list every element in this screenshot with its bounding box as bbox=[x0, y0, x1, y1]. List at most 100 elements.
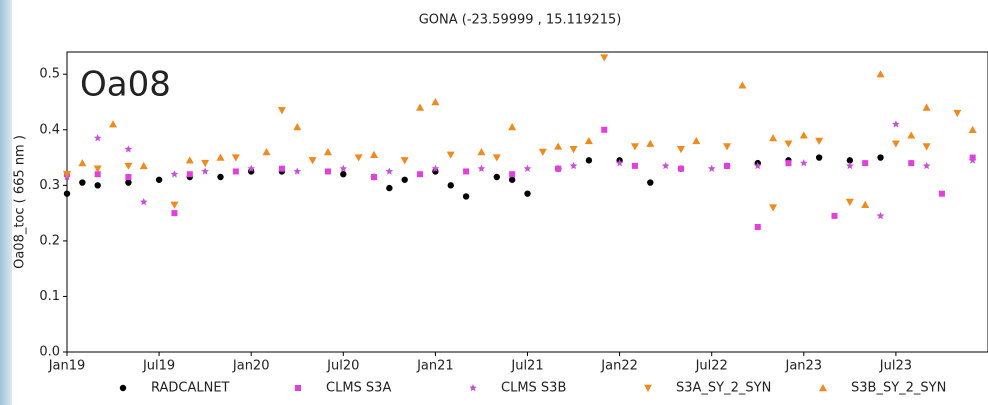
point bbox=[232, 154, 240, 161]
point bbox=[570, 162, 578, 169]
point bbox=[908, 160, 914, 166]
point bbox=[800, 131, 808, 138]
point bbox=[64, 190, 70, 196]
point bbox=[293, 123, 301, 130]
legend-marker bbox=[644, 385, 652, 392]
point bbox=[601, 127, 607, 133]
point bbox=[293, 167, 301, 174]
point bbox=[692, 137, 700, 144]
point bbox=[600, 54, 608, 61]
point bbox=[170, 202, 178, 209]
annotation: Oa08 bbox=[80, 65, 171, 105]
point bbox=[371, 174, 377, 180]
point bbox=[186, 156, 194, 163]
point bbox=[79, 179, 85, 185]
chart-title: GONA (-23.59999 , 15.119215) bbox=[419, 13, 622, 28]
x-tick-label: Jan23 bbox=[785, 359, 823, 374]
legend-label: S3B_SY_2_SYN bbox=[851, 381, 946, 396]
point bbox=[125, 145, 133, 152]
point bbox=[448, 182, 454, 188]
point bbox=[140, 198, 148, 205]
legend-marker bbox=[295, 385, 301, 391]
point bbox=[370, 151, 378, 158]
point bbox=[78, 159, 86, 166]
point bbox=[233, 168, 239, 174]
point bbox=[477, 148, 485, 155]
point bbox=[647, 179, 653, 185]
point bbox=[539, 149, 547, 156]
point bbox=[800, 159, 808, 166]
point bbox=[907, 131, 915, 138]
point bbox=[187, 171, 193, 177]
point bbox=[785, 160, 791, 166]
point bbox=[769, 204, 777, 211]
point bbox=[402, 177, 408, 183]
point bbox=[278, 107, 286, 114]
point bbox=[723, 143, 731, 150]
background-strip bbox=[0, 0, 12, 405]
point bbox=[217, 174, 223, 180]
point bbox=[217, 154, 225, 161]
point bbox=[923, 162, 931, 169]
point bbox=[738, 81, 746, 88]
point bbox=[939, 191, 945, 197]
x-tick-label: Jan19 bbox=[48, 359, 86, 374]
point bbox=[171, 210, 177, 216]
point bbox=[125, 179, 131, 185]
point bbox=[355, 154, 363, 161]
point bbox=[279, 166, 285, 172]
point bbox=[171, 170, 179, 177]
point bbox=[263, 148, 271, 155]
point bbox=[632, 163, 638, 169]
point bbox=[325, 168, 331, 174]
point bbox=[493, 154, 501, 161]
point bbox=[156, 177, 162, 183]
point bbox=[309, 157, 317, 164]
point bbox=[447, 152, 455, 159]
x-tick-label: Jul19 bbox=[142, 359, 175, 374]
point bbox=[846, 162, 854, 169]
legend-marker bbox=[120, 385, 126, 391]
y-tick-label: 0.0 bbox=[39, 345, 60, 360]
point bbox=[585, 137, 593, 144]
point bbox=[416, 104, 424, 111]
point bbox=[340, 171, 346, 177]
point bbox=[386, 185, 392, 191]
point bbox=[109, 120, 117, 127]
point bbox=[862, 160, 868, 166]
point bbox=[324, 148, 332, 155]
point bbox=[94, 134, 102, 141]
point bbox=[570, 146, 578, 153]
point bbox=[708, 165, 716, 172]
point bbox=[816, 154, 822, 160]
legend-label: S3A_SY_2_SYN bbox=[676, 381, 771, 396]
point bbox=[846, 199, 854, 206]
point bbox=[923, 104, 931, 111]
point bbox=[140, 162, 148, 169]
y-tick-label: 0.1 bbox=[39, 289, 60, 304]
point bbox=[509, 171, 515, 177]
point bbox=[494, 174, 500, 180]
point bbox=[892, 120, 900, 127]
point bbox=[463, 193, 469, 199]
point bbox=[784, 140, 792, 147]
point bbox=[677, 146, 685, 153]
point bbox=[95, 182, 101, 188]
y-tick-label: 0.3 bbox=[39, 178, 60, 193]
x-tick-label: Jan22 bbox=[600, 359, 638, 374]
point bbox=[339, 165, 347, 172]
point bbox=[877, 212, 885, 219]
point bbox=[877, 154, 883, 160]
point bbox=[892, 140, 900, 147]
point bbox=[555, 166, 561, 172]
point bbox=[586, 157, 592, 163]
point bbox=[124, 163, 132, 170]
point bbox=[386, 167, 394, 174]
y-tick-label: 0.5 bbox=[39, 67, 60, 82]
x-tick-label: Jul23 bbox=[879, 359, 912, 374]
legend-marker bbox=[469, 384, 477, 391]
legend-label: CLMS S3B bbox=[501, 381, 566, 396]
point bbox=[861, 201, 869, 208]
point bbox=[509, 177, 515, 183]
point bbox=[631, 143, 639, 150]
